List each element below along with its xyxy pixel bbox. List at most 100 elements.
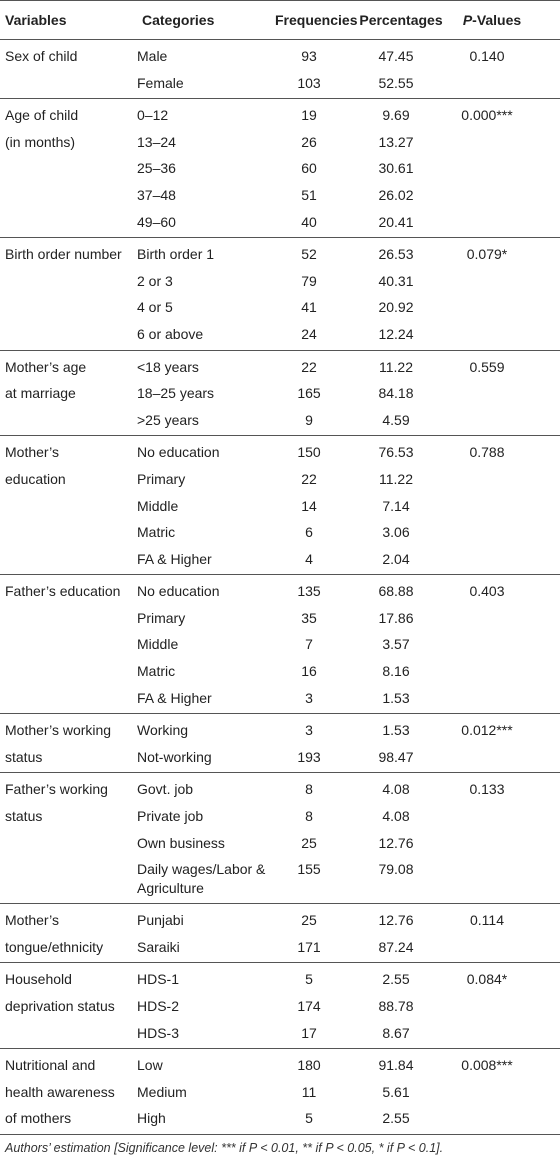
frequency-cell: 7 bbox=[305, 636, 313, 653]
frequency-cell: 5 bbox=[305, 1110, 313, 1127]
category-cell: >25 years bbox=[137, 411, 199, 428]
table-row: <18 years 22 11.22 0.559 bbox=[137, 354, 560, 381]
frequency-cell: 193 bbox=[297, 748, 321, 765]
percentage-cell: 20.41 bbox=[378, 213, 414, 230]
variable-name-line: education bbox=[5, 470, 66, 487]
variable-name: Father’s education bbox=[0, 578, 137, 711]
category-cell: Matric bbox=[137, 524, 176, 541]
frequency-cell: 16 bbox=[301, 663, 317, 680]
category-cell: FA & Higher bbox=[137, 689, 212, 706]
variable-group: Mother’s working status Working 3 1.53 0.012*… bbox=[0, 714, 560, 774]
category-cell: Daily wages/Labor & Agriculture bbox=[137, 861, 266, 897]
variable-group: Father’s working status Govt. job 8 4.08 0.13… bbox=[0, 773, 560, 905]
percentage-cell: 2.04 bbox=[382, 550, 410, 567]
category-cell: 49–60 bbox=[137, 213, 176, 230]
table-row: Middle 14 7.14 bbox=[137, 493, 560, 520]
percentage-cell: 87.24 bbox=[378, 938, 414, 955]
variable-name-line: Mother’s age bbox=[5, 358, 87, 375]
category-cell: No education bbox=[137, 583, 220, 600]
header-rule bbox=[0, 39, 560, 40]
table-row: Birth order 1 52 26.53 0.079* bbox=[137, 241, 560, 268]
frequency-cell: 135 bbox=[297, 583, 321, 600]
frequency-cell: 3 bbox=[305, 689, 313, 706]
category-cell: FA & Higher bbox=[137, 550, 212, 567]
percentage-cell: 76.53 bbox=[378, 444, 414, 461]
percentage-cell: 88.78 bbox=[378, 998, 414, 1014]
frequency-cell: 40 bbox=[301, 213, 317, 230]
p-value-cell: 0.079* bbox=[466, 246, 508, 263]
frequency-cell: 22 bbox=[301, 470, 317, 487]
percentage-cell: 3.57 bbox=[382, 636, 410, 653]
variable-name-line: tongue/ethnicity bbox=[5, 938, 104, 955]
category-cell: Own business bbox=[137, 834, 225, 851]
table-row: HDS-1 5 2.55 0.084* bbox=[137, 966, 560, 993]
category-cell: Female bbox=[137, 74, 184, 91]
variable-name-line: Age of child bbox=[5, 107, 79, 124]
frequency-cell: 180 bbox=[297, 1057, 321, 1074]
category-cell: Middle bbox=[137, 497, 179, 514]
category-cell: HDS-1 bbox=[137, 971, 180, 988]
category-cell: No education bbox=[137, 444, 220, 461]
category-cell: 18–25 years bbox=[137, 385, 215, 402]
variable-name-line: Mother’s bbox=[5, 912, 59, 929]
percentage-cell: 12.24 bbox=[378, 325, 414, 342]
table-row: Low 180 91.84 0.008*** bbox=[137, 1052, 560, 1079]
variable-name-line: Sex of child bbox=[5, 48, 78, 64]
frequency-cell: 26 bbox=[301, 133, 317, 150]
frequency-cell: 150 bbox=[297, 444, 321, 461]
variable-name-line: deprivation status bbox=[5, 998, 115, 1014]
table-row: High 5 2.55 bbox=[137, 1105, 560, 1132]
variable-name-line: Household bbox=[5, 971, 72, 988]
p-value-cell: 0.114 bbox=[470, 912, 504, 929]
variable-name: Nutritional and health awareness of mother… bbox=[0, 1052, 137, 1132]
percentage-cell: 26.02 bbox=[378, 186, 414, 203]
header-variables: Variables bbox=[5, 12, 67, 28]
category-cell: Not-working bbox=[137, 748, 212, 765]
table-row: Own business 25 12.76 bbox=[137, 830, 560, 857]
variable-name-line: Mother’s bbox=[5, 444, 59, 461]
table-row: 18–25 years 165 84.18 bbox=[137, 380, 560, 407]
variable-name: Sex of child bbox=[0, 43, 137, 96]
header-frequencies: Frequencies bbox=[275, 12, 358, 28]
percentage-cell: 17.86 bbox=[378, 609, 414, 626]
variable-name-line: status bbox=[5, 748, 43, 765]
header-p-values: P-Values bbox=[449, 1, 535, 39]
p-value-cell: 0.012*** bbox=[461, 722, 513, 739]
frequency-cell: 8 bbox=[305, 808, 313, 825]
frequency-cell: 79 bbox=[301, 272, 317, 289]
table-body: Sex of child Male 93 47.45 0.140 Female 103 52.… bbox=[0, 40, 560, 1135]
category-cell: Saraiki bbox=[137, 938, 180, 955]
percentage-cell: 47.45 bbox=[378, 48, 414, 64]
percentage-cell: 11.22 bbox=[379, 358, 413, 375]
table-row: 2 or 3 79 40.31 bbox=[137, 268, 560, 295]
percentage-cell: 7.14 bbox=[382, 497, 410, 514]
top-rule bbox=[0, 0, 560, 1]
table-row: HDS-2 174 88.78 bbox=[137, 993, 560, 1020]
frequency-cell: 155 bbox=[297, 861, 321, 878]
frequency-cell: 6 bbox=[305, 524, 313, 541]
variable-group: Sex of child Male 93 47.45 0.140 Female 103 52.… bbox=[0, 40, 560, 100]
table-row: No education 135 68.88 0.403 bbox=[137, 578, 560, 605]
p-value-cell: 0.140 bbox=[469, 48, 505, 64]
percentage-cell: 4.59 bbox=[382, 411, 410, 428]
category-cell: 4 or 5 bbox=[137, 299, 173, 316]
category-cell: Punjabi bbox=[137, 912, 184, 929]
variable-name-line: of mothers bbox=[5, 1110, 72, 1127]
variable-group: Mother’s tongue/ethnicity Punjabi 25 12.76 0.… bbox=[0, 904, 560, 964]
frequency-cell: 51 bbox=[301, 186, 317, 203]
frequency-cell: 171 bbox=[297, 938, 321, 955]
category-cell: Govt. job bbox=[137, 781, 194, 798]
table-row: Middle 7 3.57 bbox=[137, 631, 560, 658]
percentage-cell: 26.53 bbox=[378, 246, 414, 263]
frequency-cell: 25 bbox=[301, 912, 317, 929]
percentage-cell: 5.61 bbox=[382, 1083, 410, 1100]
frequency-cell: 25 bbox=[301, 834, 317, 851]
p-value-cell: 0.000*** bbox=[461, 107, 513, 124]
category-cell: Middle bbox=[137, 636, 179, 653]
variable-group: Household deprivation status HDS-1 5 2.55 0.0… bbox=[0, 963, 560, 1050]
variable-group: Mother’s age at marriage <18 years 22 11.22 0… bbox=[0, 351, 560, 437]
table-row: 4 or 5 41 20.92 bbox=[137, 294, 560, 321]
category-cell: Birth order 1 bbox=[137, 246, 215, 263]
p-value-cell: 0.084* bbox=[466, 971, 508, 988]
